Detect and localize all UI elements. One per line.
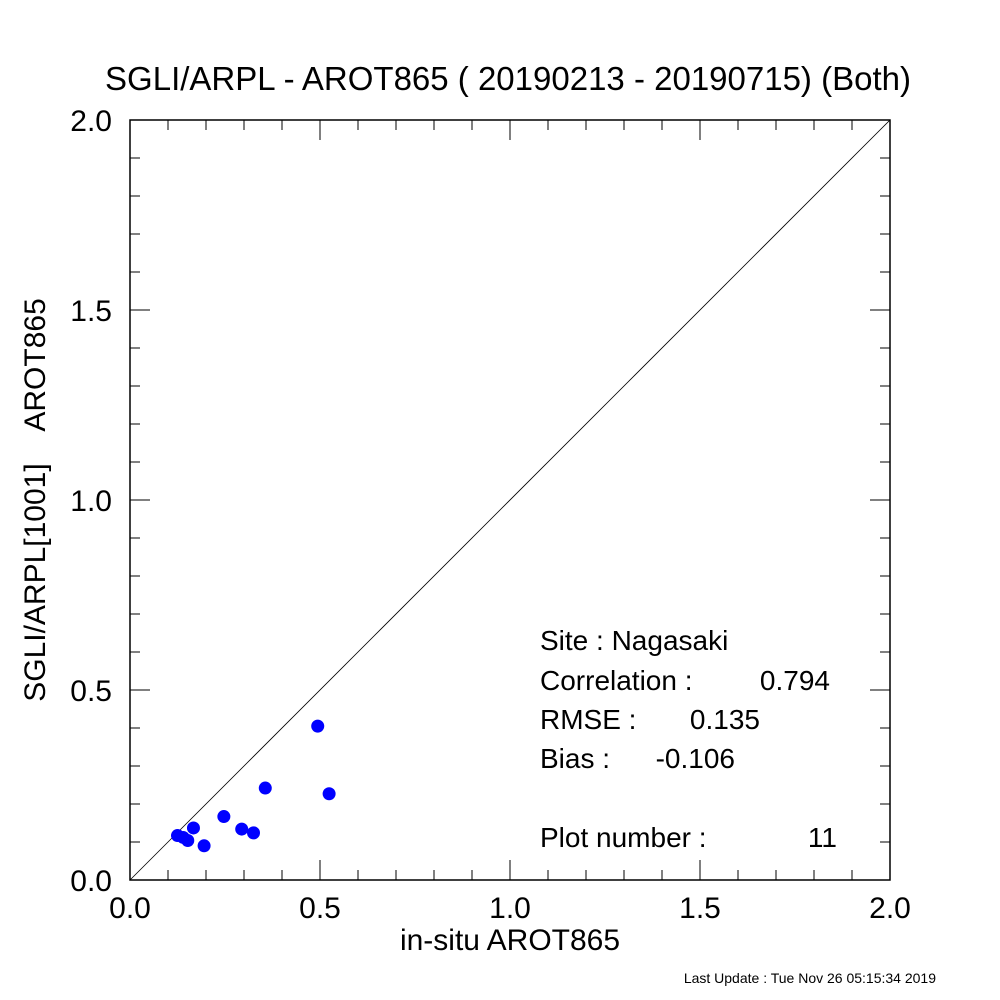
stat-bias-value: -0.106 (656, 743, 735, 774)
y-tick-label: 0.5 (70, 675, 112, 708)
stat-plot-number-label: Plot number : (540, 822, 707, 853)
axis-ticks (129, 119, 891, 881)
x-tick-label: 0.5 (299, 892, 341, 925)
y-tick-labels: 0.0 0.5 1.0 1.5 2.0 (70, 105, 112, 898)
data-point (186, 821, 200, 835)
stat-bias-label: Bias : (540, 743, 610, 774)
y-tick-label: 0.0 (70, 865, 112, 898)
x-tick-label: 1.5 (679, 892, 721, 925)
stat-plot-number-value: 11 (808, 822, 837, 853)
stat-correlation-label: Correlation : (540, 665, 693, 696)
data-point (258, 781, 272, 795)
y-tick-label: 1.0 (70, 485, 112, 518)
data-point (181, 833, 195, 847)
chart-title: SGLI/ARPL - AROT865 ( 20190213 - 2019071… (105, 60, 911, 97)
one-to-one-line (129, 119, 891, 881)
x-tick-label: 1.0 (489, 892, 531, 925)
stat-rmse-value: 0.135 (690, 704, 760, 735)
stats-panel: Site : Nagasaki Correlation : 0.794 RMSE… (540, 625, 837, 853)
data-point (197, 839, 211, 853)
stat-site: Site : Nagasaki (540, 625, 728, 656)
x-tick-label: 2.0 (869, 892, 911, 925)
x-tick-labels: 0.0 0.5 1.0 1.5 2.0 (109, 892, 911, 925)
data-point (322, 787, 336, 801)
x-axis-label: in-situ AROT865 (400, 924, 620, 957)
x-tick-label: 0.0 (109, 892, 151, 925)
data-point (247, 826, 260, 840)
y-tick-label: 1.5 (70, 295, 112, 328)
y-axis-label: SGLI/ARPL[1001] AROT865 (19, 298, 52, 702)
data-point (217, 810, 231, 824)
stat-rmse-label: RMSE : (540, 704, 636, 735)
data-point (311, 719, 325, 733)
last-update-footer: Last Update : Tue Nov 26 05:15:34 2019 (683, 970, 936, 986)
y-tick-label: 2.0 (70, 105, 112, 138)
stat-correlation-value: 0.794 (760, 665, 830, 696)
data-points (171, 719, 336, 853)
data-point (235, 822, 249, 836)
